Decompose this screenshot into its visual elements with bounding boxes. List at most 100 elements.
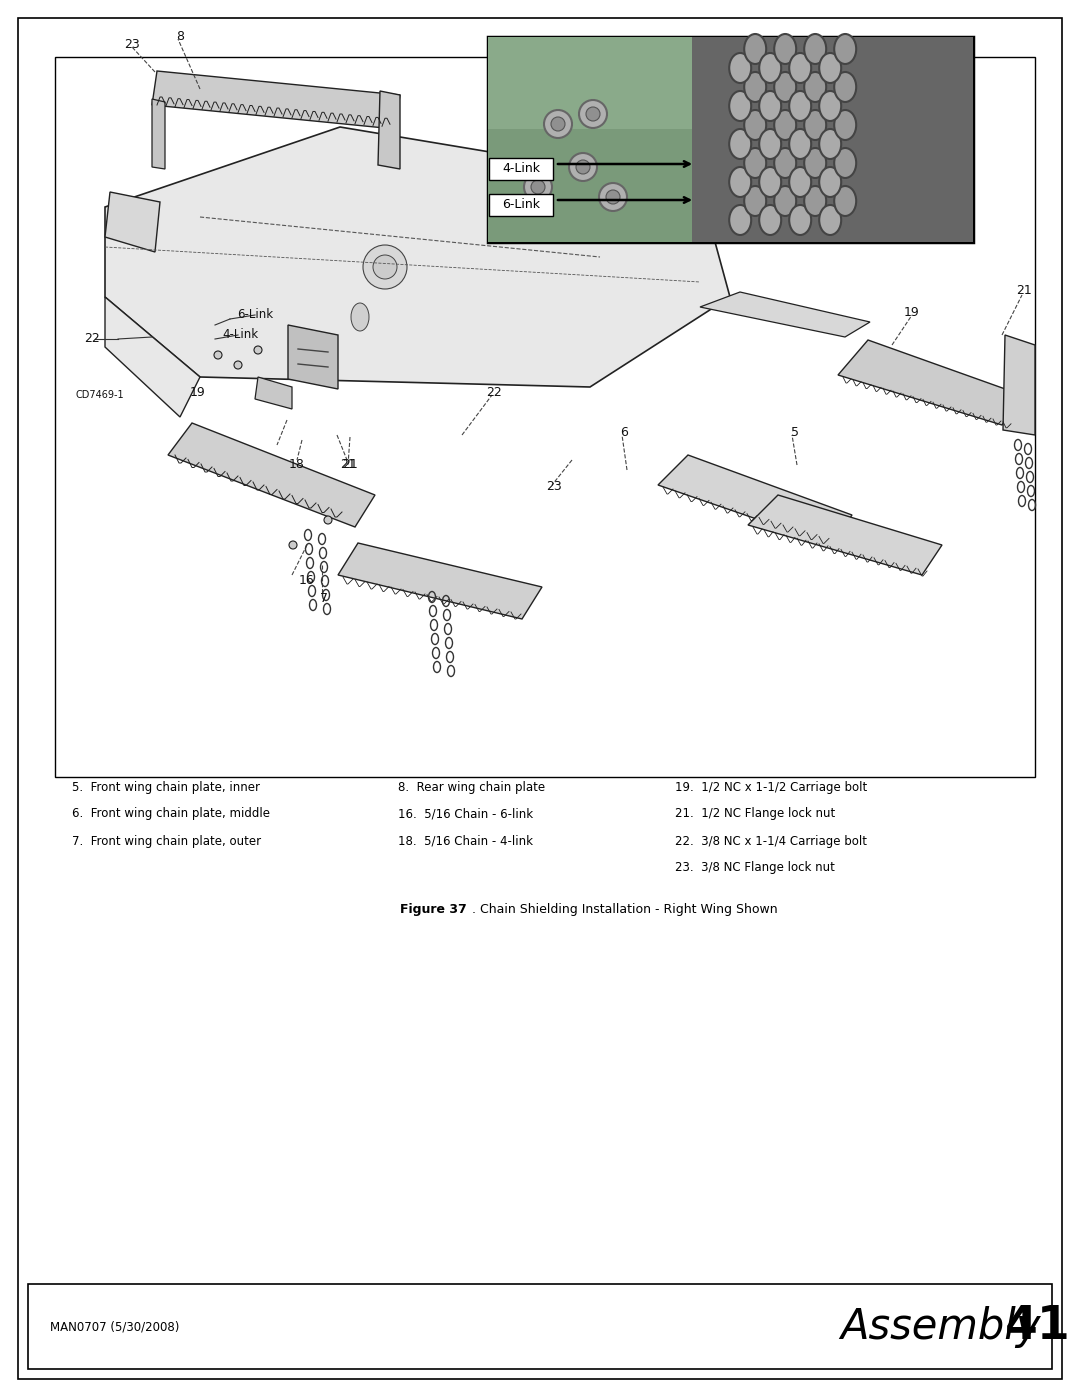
Circle shape: [289, 541, 297, 549]
Text: 4-Link: 4-Link: [221, 327, 258, 341]
Ellipse shape: [744, 110, 766, 140]
Polygon shape: [168, 423, 375, 527]
Text: 8: 8: [176, 31, 184, 43]
Ellipse shape: [744, 186, 766, 217]
Text: 6-Link: 6-Link: [237, 307, 273, 320]
Ellipse shape: [805, 110, 826, 140]
Text: 5: 5: [791, 426, 799, 439]
Text: 23.  3/8 NC Flange lock nut: 23. 3/8 NC Flange lock nut: [675, 862, 835, 875]
Ellipse shape: [729, 129, 752, 159]
Bar: [488, 36, 691, 242]
Ellipse shape: [820, 91, 841, 122]
Ellipse shape: [744, 148, 766, 177]
Text: 16: 16: [299, 574, 315, 587]
Polygon shape: [658, 455, 852, 545]
Polygon shape: [748, 495, 942, 576]
Text: 41: 41: [1005, 1303, 1070, 1350]
Ellipse shape: [805, 34, 826, 64]
Text: . Chain Shielding Installation - Right Wing Shown: . Chain Shielding Installation - Right W…: [472, 902, 778, 915]
Ellipse shape: [729, 205, 752, 235]
Bar: [488, 36, 973, 242]
Circle shape: [586, 108, 600, 122]
Circle shape: [576, 161, 590, 175]
Text: 7.  Front wing chain plate, outer: 7. Front wing chain plate, outer: [72, 834, 261, 848]
Bar: [691, 36, 973, 242]
Text: 23: 23: [124, 39, 140, 52]
Ellipse shape: [820, 168, 841, 197]
Text: 7: 7: [320, 592, 328, 605]
Ellipse shape: [789, 129, 811, 159]
Ellipse shape: [744, 34, 766, 64]
Text: 19.  1/2 NC x 1-1/2 Carriage bolt: 19. 1/2 NC x 1-1/2 Carriage bolt: [675, 781, 867, 793]
Ellipse shape: [774, 34, 796, 64]
Text: 22: 22: [84, 332, 99, 345]
Text: Figure 37: Figure 37: [400, 902, 467, 915]
Text: 19: 19: [190, 386, 206, 398]
Text: 21: 21: [340, 458, 356, 472]
Text: 4-Link: 4-Link: [502, 162, 540, 175]
Text: 6-Link: 6-Link: [502, 197, 540, 211]
Ellipse shape: [834, 110, 856, 140]
Text: 19: 19: [904, 306, 920, 319]
Circle shape: [579, 101, 607, 129]
Ellipse shape: [351, 303, 369, 331]
Ellipse shape: [744, 73, 766, 102]
Circle shape: [606, 190, 620, 204]
Text: MAN0707 (5/30/2008): MAN0707 (5/30/2008): [50, 1320, 179, 1333]
Polygon shape: [338, 543, 542, 619]
Polygon shape: [255, 377, 292, 409]
Ellipse shape: [729, 53, 752, 82]
Ellipse shape: [820, 205, 841, 235]
Ellipse shape: [834, 73, 856, 102]
Text: 6: 6: [620, 426, 627, 439]
Text: 21: 21: [1016, 285, 1031, 298]
Circle shape: [214, 351, 222, 359]
Text: Assembly: Assembly: [840, 1306, 1054, 1348]
Text: 21: 21: [342, 458, 357, 472]
FancyBboxPatch shape: [489, 194, 553, 217]
Ellipse shape: [805, 148, 826, 177]
Circle shape: [569, 154, 597, 182]
Ellipse shape: [805, 73, 826, 102]
Bar: [488, 36, 691, 130]
Ellipse shape: [774, 110, 796, 140]
Polygon shape: [1003, 335, 1035, 434]
Polygon shape: [152, 71, 400, 129]
Ellipse shape: [759, 129, 781, 159]
Ellipse shape: [789, 168, 811, 197]
Polygon shape: [105, 127, 730, 387]
Bar: [28, 1284, 1052, 1369]
Circle shape: [544, 110, 572, 138]
FancyBboxPatch shape: [489, 158, 553, 180]
Text: 5.  Front wing chain plate, inner: 5. Front wing chain plate, inner: [72, 781, 260, 793]
Circle shape: [324, 515, 332, 524]
Text: 23: 23: [546, 481, 562, 493]
Ellipse shape: [774, 148, 796, 177]
Ellipse shape: [834, 186, 856, 217]
Ellipse shape: [729, 91, 752, 122]
Text: 16.  5/16 Chain - 6-link: 16. 5/16 Chain - 6-link: [399, 807, 534, 820]
Bar: [55, 57, 1035, 777]
Ellipse shape: [759, 91, 781, 122]
Polygon shape: [105, 191, 160, 251]
Ellipse shape: [774, 73, 796, 102]
Polygon shape: [700, 292, 870, 337]
Text: 22: 22: [486, 386, 502, 398]
Text: 21.  1/2 NC Flange lock nut: 21. 1/2 NC Flange lock nut: [675, 807, 835, 820]
Ellipse shape: [759, 53, 781, 82]
Circle shape: [234, 360, 242, 369]
Ellipse shape: [805, 186, 826, 217]
Circle shape: [363, 244, 407, 289]
Ellipse shape: [729, 168, 752, 197]
Polygon shape: [105, 298, 200, 416]
Ellipse shape: [789, 53, 811, 82]
Circle shape: [254, 346, 262, 353]
Polygon shape: [378, 91, 400, 169]
Ellipse shape: [759, 168, 781, 197]
Circle shape: [599, 183, 627, 211]
Text: 8.  Rear wing chain plate: 8. Rear wing chain plate: [399, 781, 545, 793]
Circle shape: [551, 117, 565, 131]
Circle shape: [524, 173, 552, 201]
Text: 22.  3/8 NC x 1-1/4 Carriage bolt: 22. 3/8 NC x 1-1/4 Carriage bolt: [675, 834, 867, 848]
Ellipse shape: [759, 205, 781, 235]
